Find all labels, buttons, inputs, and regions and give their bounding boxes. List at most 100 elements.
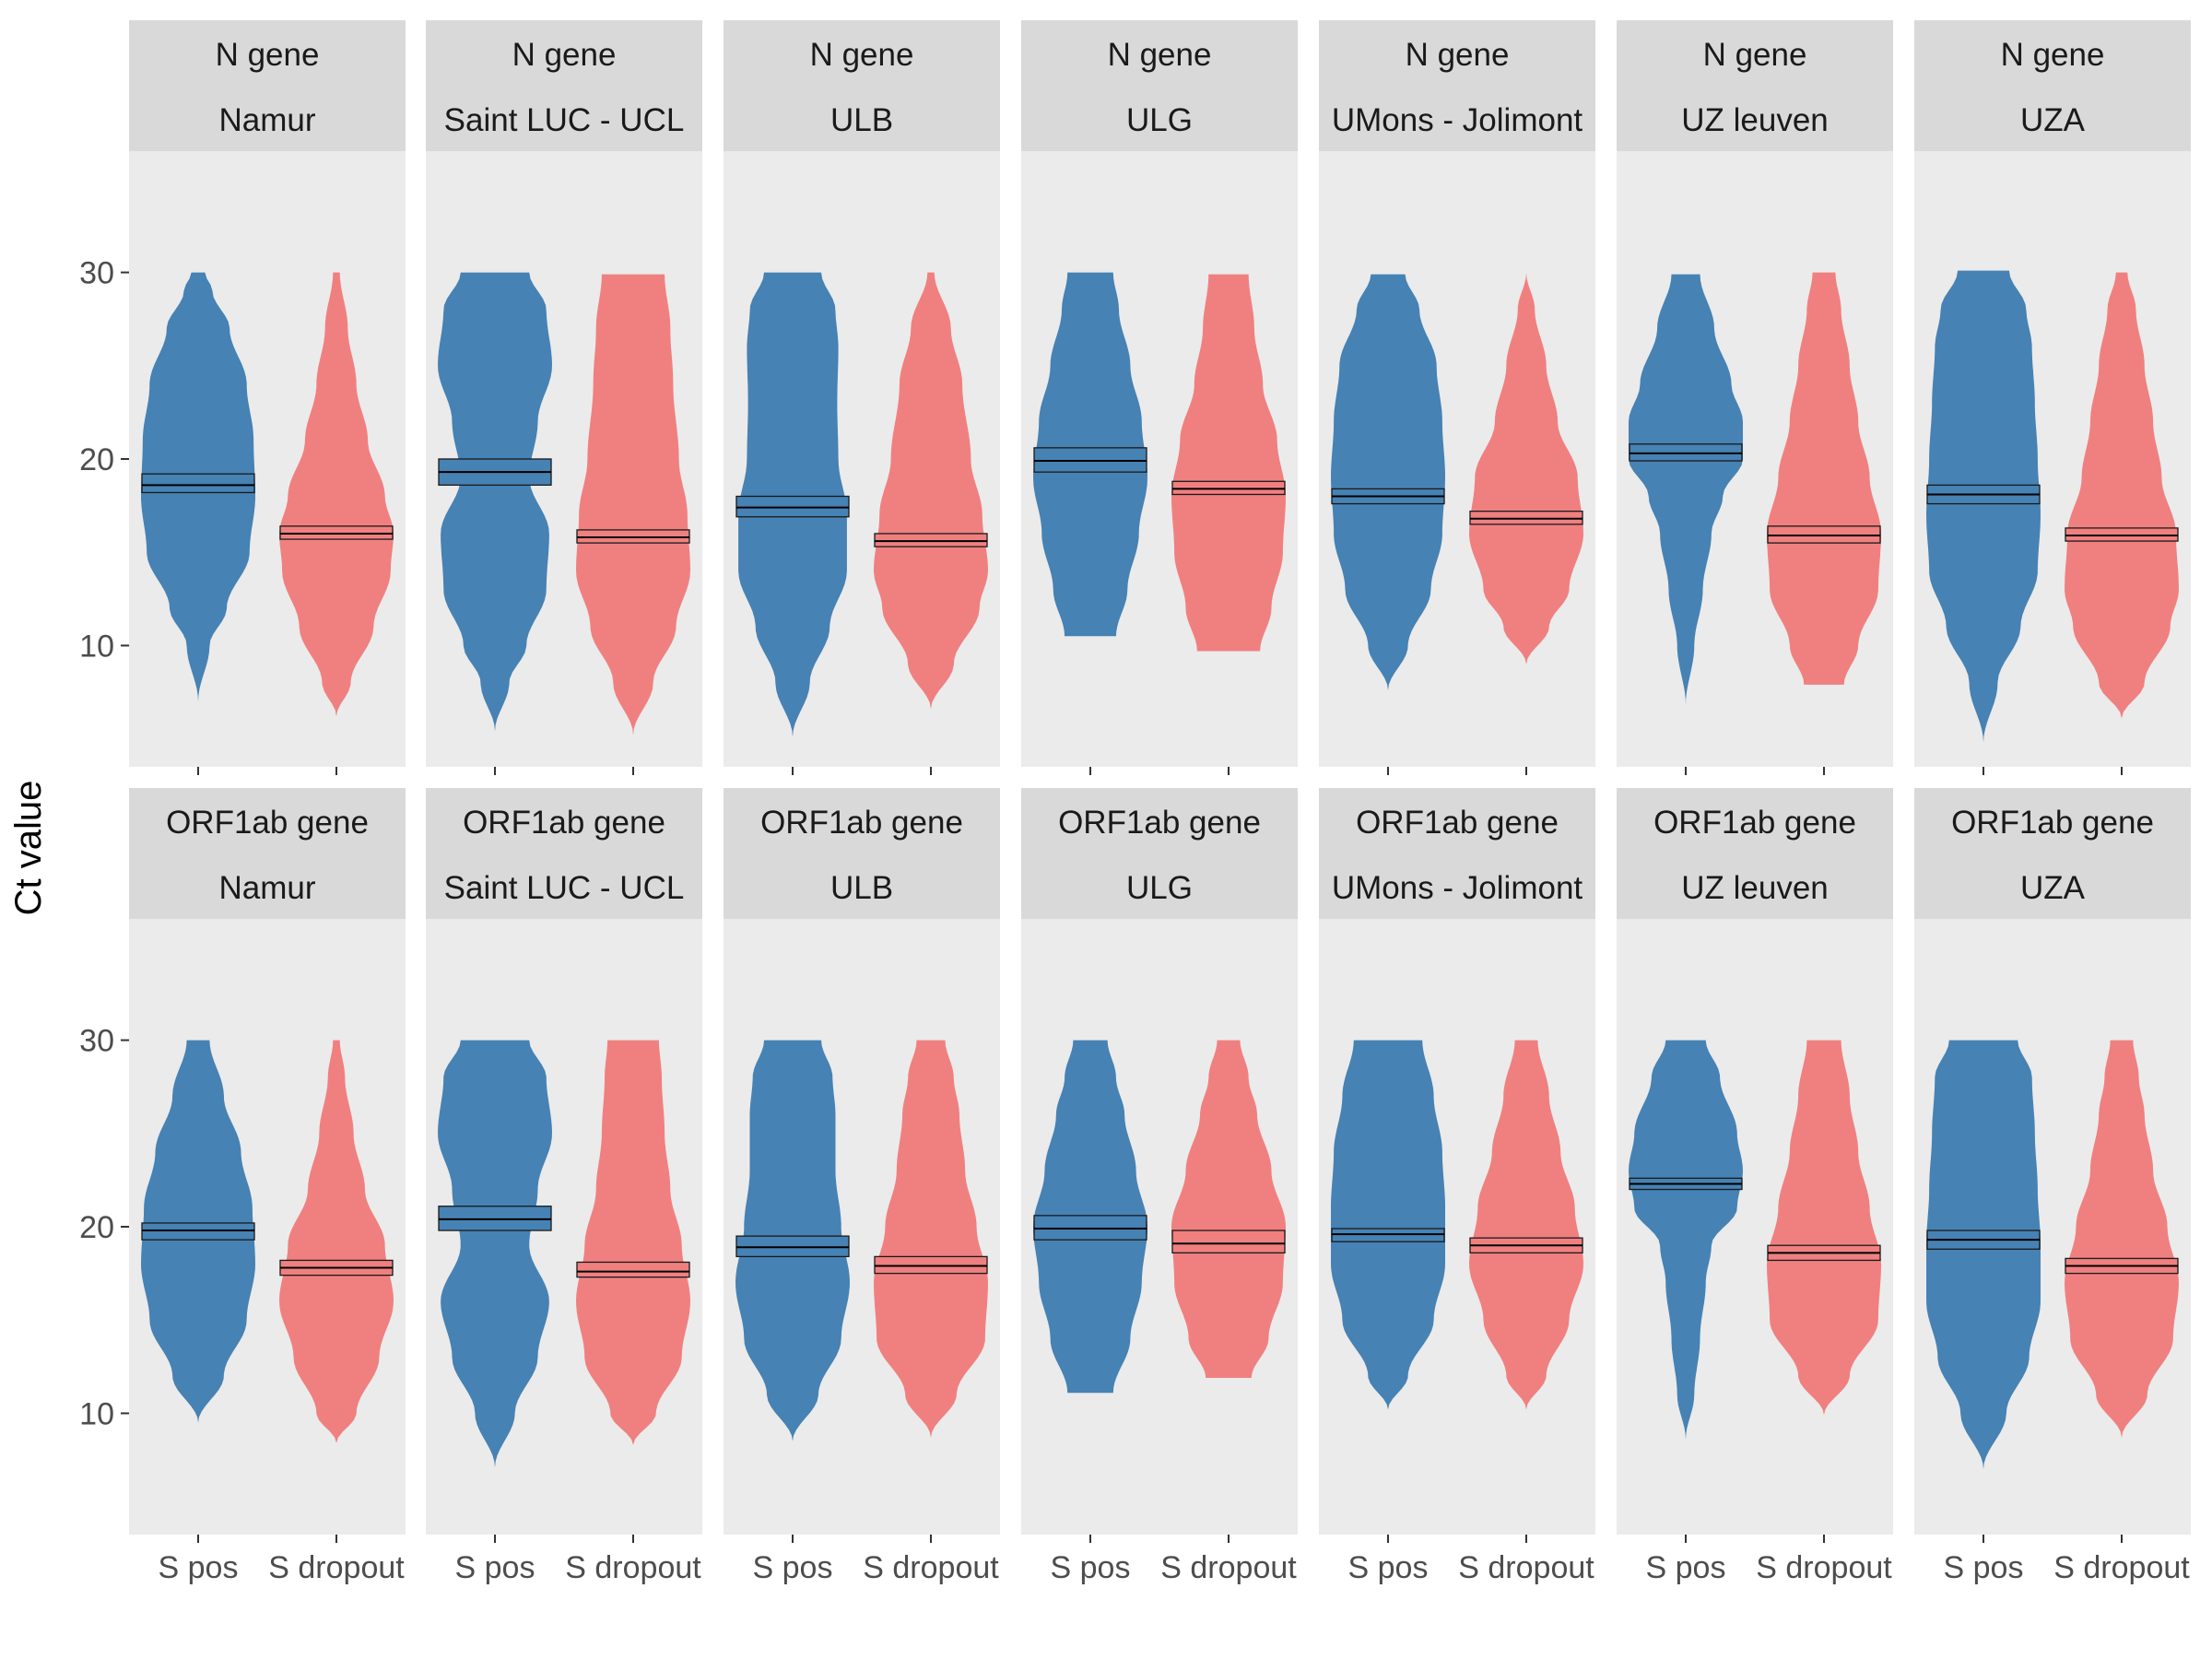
facet-site-label: UZA [2020,102,2086,138]
violin-s-dropout [1469,272,1583,665]
violin-s-pos [438,1040,552,1468]
y-tick-label: 30 [79,1024,114,1059]
violin-s-pos [1331,274,1445,690]
y-tick-label: 30 [79,256,114,291]
facet-site-label: ULG [1126,102,1193,138]
facet-gene-label: N gene [216,37,320,73]
facet-gene-label: ORF1ab gene [463,805,665,841]
facet-gene-label: N gene [1406,37,1510,73]
facet-panel: N gene UZA [1914,20,2191,775]
violin-s-pos [1926,1040,2041,1470]
x-tick-label: S pos [753,1550,833,1585]
violin-s-dropout [576,1040,690,1445]
x-tick-label: S dropout [1756,1550,1892,1585]
facet-strip [1914,20,2191,151]
violin-s-dropout [2065,272,2179,719]
x-tick-label: S pos [1051,1550,1131,1585]
violin-s-dropout [874,1040,988,1438]
median-ci-box [1331,1228,1445,1242]
facet-panel: N gene ULG [1021,20,1298,775]
facet-panel: ORF1ab gene ULB S pos S dropout [724,788,1000,1585]
facet-strip [1319,20,1595,151]
facet-gene-label: ORF1ab gene [1058,805,1261,841]
violin-s-dropout [279,1040,394,1443]
violin-s-pos [1629,1040,1743,1440]
facet-panel: N gene ULB [724,20,1000,775]
median-ci-box [735,495,850,518]
facet-panel: N gene UMons - Jolimont [1319,20,1595,775]
facet-panel: ORF1ab gene Namur 10 20 30 S pos S dropout [79,788,406,1585]
y-axis-title: Ct value [8,781,49,916]
facet-site-label: UZA [2020,870,2086,906]
median-ci-box [1767,525,1881,544]
violin-s-dropout [279,272,394,717]
median-ci-box [2065,527,2179,542]
median-ci-box [1033,1215,1147,1241]
facet-strip [1319,788,1595,919]
facet-strip [129,20,406,151]
median-ci-box [141,1222,255,1241]
violin-s-dropout [874,272,988,710]
y-tick-label: 10 [79,1396,114,1431]
facet-panel: N gene UZ leuven [1617,20,1893,775]
facet-site-label: ULB [830,102,893,138]
violin-s-dropout [1469,1040,1583,1410]
median-ci-box [141,473,255,494]
facet-site-label: UMons - Jolimont [1332,870,1583,906]
facet-site-label: Saint LUC - UCL [444,102,685,138]
facet-site-label: UZ leuven [1681,870,1829,906]
facet-strip [1914,788,2191,919]
x-tick-label: S pos [455,1550,535,1585]
x-tick-label: S dropout [1458,1550,1594,1585]
x-tick-label: S dropout [2053,1550,2190,1585]
facet-strip [1021,20,1298,151]
facet-strip [724,788,1000,919]
facet-strip [1617,20,1893,151]
median-ci-box [735,1235,850,1258]
facet-gene-label: N gene [2001,37,2105,73]
median-ci-box [874,533,988,547]
facet-panel: ORF1ab gene UMons - Jolimont S pos S dropou… [1319,788,1595,1585]
facet-panel: ORF1ab gene ULG S pos S dropout [1021,788,1298,1585]
median-ci-box [438,1206,552,1231]
facet-site-label: UMons - Jolimont [1332,102,1583,138]
y-tick-label: 10 [79,629,114,664]
x-tick-label: S dropout [1160,1550,1297,1585]
violin-s-dropout [576,274,690,735]
median-ci-box [576,529,690,544]
median-ci-box [1629,443,1743,462]
facet-site-label: ULG [1126,870,1193,906]
violin-s-dropout [1767,1040,1881,1416]
facet-panel: ORF1ab gene UZA S pos S dropout [1914,788,2191,1585]
facet-gene-label: N gene [1108,37,1212,73]
x-tick-label: S dropout [863,1550,999,1585]
facet-site-label: ULB [830,870,893,906]
facet-gene-label: ORF1ab gene [1356,805,1559,841]
facet-gene-label: ORF1ab gene [166,805,369,841]
facet-gene-label: N gene [1703,37,1807,73]
x-tick-label: S pos [1348,1550,1429,1585]
violin-s-dropout [1767,272,1881,685]
x-tick-label: S dropout [268,1550,405,1585]
facet-strip [1021,788,1298,919]
violin-s-dropout [1171,274,1286,652]
facet-site-label: Namur [218,102,315,138]
x-tick-label: S dropout [565,1550,701,1585]
facet-site-label: UZ leuven [1681,102,1829,138]
median-ci-box [1171,480,1286,496]
median-ci-box [1469,511,1583,525]
facet-panel: ORF1ab gene UZ leuven S pos S dropout [1617,788,1893,1585]
median-ci-box [279,525,394,540]
facet-gene-label: ORF1ab gene [1951,805,2154,841]
facet-site-label: Saint LUC - UCL [444,870,685,906]
facet-gene-label: ORF1ab gene [760,805,963,841]
median-ci-box [1033,447,1147,473]
facet-strip [1617,788,1893,919]
violin-s-pos [1331,1040,1445,1410]
facet-site-label: Namur [218,870,315,906]
violin-s-dropout [1171,1040,1286,1378]
facet-gene-label: N gene [512,37,617,73]
facet-strip [426,20,702,151]
